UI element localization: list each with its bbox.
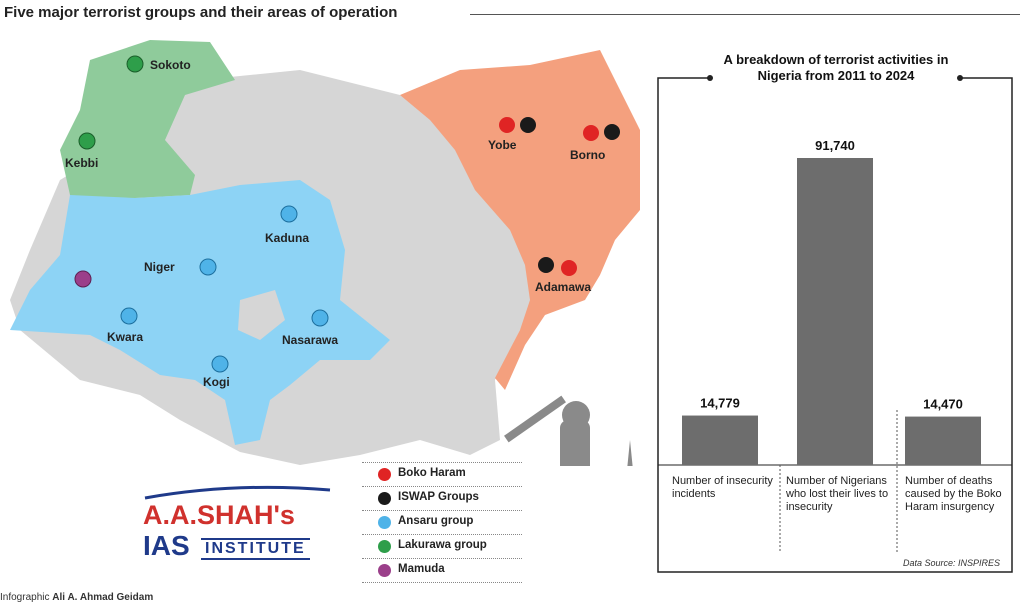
- frame-dot-left: [707, 75, 713, 81]
- data-source: Data Source: INSPIRES: [903, 558, 1001, 568]
- legend-label: Lakurawa group: [398, 539, 487, 551]
- map-boko-region: [400, 50, 640, 390]
- legend-item-boko-haram: Boko Haram: [362, 462, 522, 486]
- state-label: Yobe: [488, 138, 517, 152]
- state-label: Kogi: [203, 375, 230, 389]
- state-label: Adamawa: [535, 280, 591, 294]
- map-lakurawa-region: [60, 40, 235, 205]
- frame-dot-right: [957, 75, 963, 81]
- bar-value-label-1: 91,740: [815, 138, 855, 153]
- legend-item-lakurawa: Lakurawa group: [362, 534, 522, 558]
- state-label: Borno: [570, 148, 605, 162]
- state-nasarawa: Nasarawa: [282, 309, 338, 347]
- legend-dot: [378, 540, 391, 553]
- legend-dot: [378, 492, 391, 505]
- state-label: Nasarawa: [282, 333, 338, 347]
- logo-line1: A.A.SHAH's: [143, 500, 295, 530]
- legend-item-ansaru: Ansaru group: [362, 510, 522, 534]
- state-mamuda-marker: [74, 270, 92, 288]
- legend-dot: [378, 468, 391, 481]
- state-label: Kebbi: [65, 156, 98, 170]
- category-label-2: Number of deaths caused by the Boko Hara…: [905, 475, 1002, 513]
- map-ansaru-region: [10, 180, 390, 445]
- legend-label: Boko Haram: [398, 467, 466, 479]
- legend-item-mamuda: Mamuda: [362, 558, 522, 583]
- credit-author: Ali A. Ahmad Geidam: [52, 592, 154, 603]
- category-label-1: Number of Nigerians who lost their lives…: [786, 475, 889, 513]
- map-inner-grey: [238, 290, 285, 340]
- credit-prefix: Infographic: [0, 592, 53, 603]
- state-yobe: Yobe: [488, 117, 536, 152]
- institute-logo: A.A.SHAH's IAS INSTITUTE: [135, 480, 340, 568]
- legend-label: Ansaru group: [398, 515, 474, 527]
- chart-frame: [657, 77, 1013, 573]
- state-kogi: Kogi: [203, 355, 230, 389]
- page-title: Five major terrorist groups and their ar…: [4, 4, 398, 21]
- category-label-0: Number of insecurity incidents: [672, 475, 773, 500]
- state-kebbi: Kebbi: [65, 132, 98, 170]
- state-label: Niger: [144, 260, 175, 274]
- bar-1: [797, 158, 873, 465]
- nigeria-map: Sokoto Kebbi Yobe Borno Kaduna Niger Ada…: [10, 40, 640, 466]
- map-legend: Boko Haram ISWAP Groups Ansaru group Lak…: [362, 462, 522, 583]
- bar-chart: 14,779 91,740 14,470: [657, 75, 1013, 573]
- chart-title: A breakdown of terrorist activities in N…: [720, 52, 952, 84]
- state-borno: Borno: [570, 124, 620, 162]
- legend-dot: [378, 516, 391, 529]
- state-label: Kwara: [107, 330, 143, 344]
- legend-dot: [378, 564, 391, 577]
- title-rule: [470, 14, 1020, 15]
- state-label: Kaduna: [265, 231, 309, 245]
- legend-label: Mamuda: [398, 563, 445, 575]
- bar-value-label-0: 14,779: [700, 396, 740, 411]
- logo-line3: INSTITUTE: [201, 538, 310, 560]
- bar-value-label-2: 14,470: [923, 397, 963, 412]
- bar-0: [682, 415, 758, 465]
- state-sokoto: Sokoto: [126, 55, 191, 73]
- legend-label: ISWAP Groups: [398, 491, 479, 503]
- logo-swoosh: [144, 485, 331, 500]
- soldier-silhouette: [504, 395, 633, 466]
- state-kaduna: Kaduna: [265, 205, 309, 245]
- logo-line2: IAS: [143, 530, 190, 561]
- bar-2: [905, 416, 981, 465]
- legend-item-iswap: ISWAP Groups: [362, 486, 522, 510]
- state-kwara: Kwara: [107, 307, 143, 344]
- credit-line: Infographic Ali A. Ahmad Geidam: [0, 592, 153, 603]
- state-label: Sokoto: [150, 58, 191, 72]
- state-niger: Niger: [144, 258, 217, 276]
- state-adamawa: Adamawa: [535, 257, 591, 294]
